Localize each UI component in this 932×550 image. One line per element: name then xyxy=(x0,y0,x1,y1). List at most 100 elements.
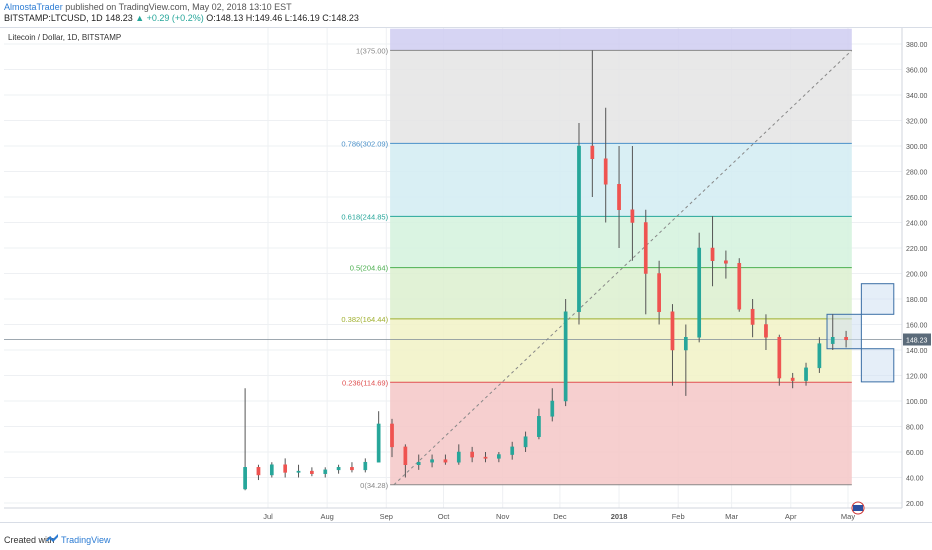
x-tick-label: May xyxy=(841,512,855,521)
tradingview-brand[interactable]: TradingView xyxy=(61,535,111,545)
x-tick-label: Sep xyxy=(380,512,393,521)
candle xyxy=(750,299,755,338)
candle xyxy=(283,458,288,478)
current-price-label: 148.23 xyxy=(906,338,928,345)
candle xyxy=(844,330,848,348)
y-tick-label: 240.00 xyxy=(906,221,928,228)
fib-zone xyxy=(390,216,852,268)
x-tick-label: Mar xyxy=(725,512,738,521)
candle-body xyxy=(510,446,515,455)
y-tick-label: 380.00 xyxy=(906,42,928,49)
candle-body xyxy=(470,451,474,458)
fib-level-label: 0.618(244.85) xyxy=(341,212,388,221)
candle xyxy=(790,372,795,389)
candle-body xyxy=(790,377,795,381)
candle-body xyxy=(336,467,341,471)
candle-body xyxy=(804,367,808,381)
candle xyxy=(737,258,742,312)
candle xyxy=(697,232,702,343)
candle-body xyxy=(497,454,501,459)
y-tick-label: 140.00 xyxy=(906,348,928,355)
candle-body xyxy=(670,311,675,351)
fib-level-label: 0.5(204.64) xyxy=(350,264,389,273)
x-tick-label: Jul xyxy=(263,512,273,521)
candle xyxy=(256,464,261,481)
y-tick-label: 200.00 xyxy=(906,272,928,279)
x-tick-label: Oct xyxy=(438,512,451,521)
x-tick-label: Nov xyxy=(496,512,510,521)
candle xyxy=(670,304,675,386)
candle xyxy=(657,260,661,325)
candle xyxy=(323,467,328,478)
candle xyxy=(243,388,247,491)
candle-body xyxy=(697,247,702,338)
candle xyxy=(537,408,541,440)
candle xyxy=(830,314,835,350)
candle xyxy=(550,388,555,422)
candle xyxy=(336,464,341,474)
published-text: published on TradingView.com, May 02, 20… xyxy=(62,2,292,12)
candle xyxy=(630,146,635,261)
x-tick-label: Aug xyxy=(320,512,333,521)
candle-body xyxy=(737,263,742,310)
tradingview-logo-icon xyxy=(46,534,58,542)
candle xyxy=(430,454,434,468)
footer: Created with TradingView xyxy=(0,528,932,550)
candle xyxy=(603,107,608,223)
chart-title: Litecoin / Dollar, 1D, BITSTAMP xyxy=(8,33,122,42)
candle xyxy=(296,464,301,478)
candle xyxy=(470,446,474,463)
candle xyxy=(804,362,808,386)
candle xyxy=(269,462,274,478)
candle-body xyxy=(750,308,755,325)
y-tick-label: 260.00 xyxy=(906,195,928,202)
candle-body xyxy=(430,459,434,463)
candle-body xyxy=(844,337,848,341)
symbol-label: BITSTAMP:LTCUSD, 1D xyxy=(4,13,103,23)
candle xyxy=(363,458,368,473)
candle-body xyxy=(376,423,381,463)
projection-box xyxy=(860,348,895,383)
fib-zone xyxy=(390,382,852,485)
author-link[interactable]: AlmostaTrader xyxy=(4,2,63,12)
candle-body xyxy=(296,470,301,473)
candle-body xyxy=(764,324,768,338)
y-tick-label: 180.00 xyxy=(906,297,928,304)
candle xyxy=(416,454,421,470)
price-change: ▲ +0.29 (+0.2%) xyxy=(135,13,204,23)
fib-zone xyxy=(390,28,852,51)
symbol-legend: BITSTAMP:LTCUSD, 1D 148.23 ▲ +0.29 (+0.2… xyxy=(4,13,359,23)
candle-body xyxy=(657,273,661,312)
x-tick-label: Apr xyxy=(785,512,797,521)
candle xyxy=(443,454,448,465)
y-tick-label: 120.00 xyxy=(906,374,928,381)
projection-box xyxy=(860,283,895,315)
candle xyxy=(456,444,461,465)
candle-body xyxy=(550,400,555,417)
y-tick-label: 280.00 xyxy=(906,170,928,177)
y-tick-label: 60.00 xyxy=(906,450,924,457)
candle xyxy=(510,441,515,460)
ohlc-values: O:148.13 H:149.46 L:146.19 C:148.23 xyxy=(206,13,359,23)
candle xyxy=(817,337,822,373)
fib-zone xyxy=(390,267,852,319)
candle xyxy=(523,431,528,452)
candle-body xyxy=(283,464,288,473)
candle-body xyxy=(350,467,354,471)
y-tick-label: 360.00 xyxy=(906,68,928,75)
chart-header: AlmostaTrader published on TradingView.c… xyxy=(0,0,932,26)
candle-body xyxy=(777,337,782,379)
candle xyxy=(590,50,595,197)
candle xyxy=(643,209,648,315)
candle xyxy=(724,250,728,279)
candle xyxy=(683,324,688,396)
candle xyxy=(577,123,581,325)
candle-body xyxy=(617,184,621,210)
candle-body xyxy=(563,311,568,402)
candle-body xyxy=(483,456,488,459)
fib-zone xyxy=(390,50,852,144)
created-with-label: Created with xyxy=(4,535,55,545)
x-tick-label: Dec xyxy=(553,512,567,521)
candle-body xyxy=(269,464,274,476)
